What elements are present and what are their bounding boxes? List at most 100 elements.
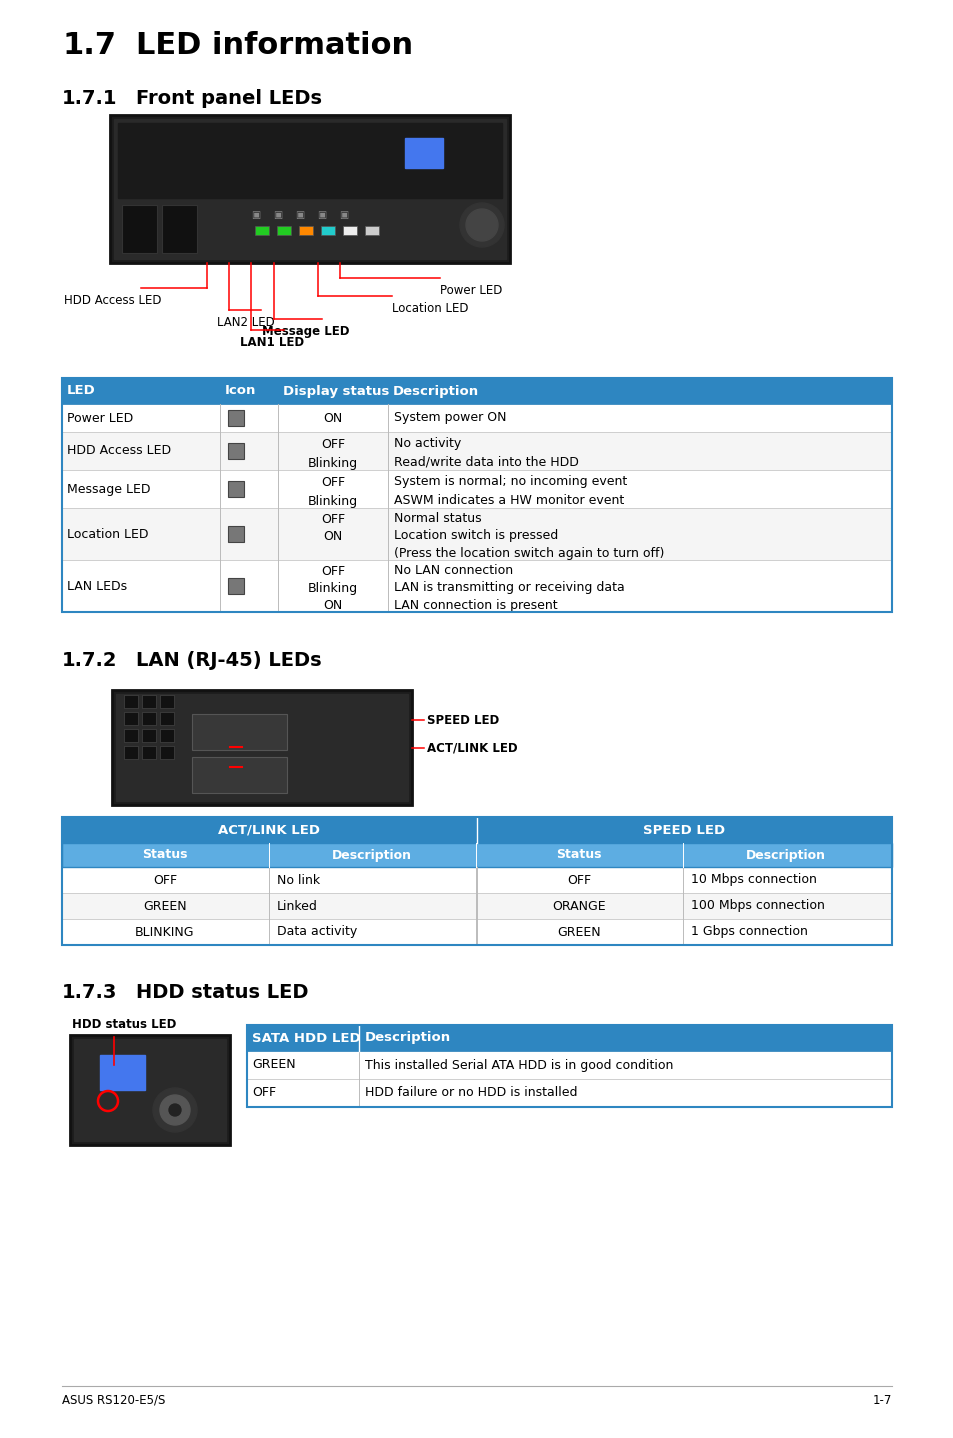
Bar <box>124 712 138 725</box>
Text: Message LED: Message LED <box>262 325 349 338</box>
Bar <box>124 746 138 759</box>
Text: Read/write data into the HDD: Read/write data into the HDD <box>394 456 578 469</box>
Text: 1 Gbps connection: 1 Gbps connection <box>690 926 807 939</box>
Text: ASWM indicates a HW monitor event: ASWM indicates a HW monitor event <box>394 493 623 508</box>
Bar <box>62 817 891 843</box>
Bar <box>142 695 156 707</box>
Text: HDD Access LED: HDD Access LED <box>64 293 161 306</box>
Text: Power LED: Power LED <box>67 411 133 424</box>
Bar <box>276 226 291 234</box>
Text: Normal status: Normal status <box>394 512 481 525</box>
Text: OFF: OFF <box>320 513 345 526</box>
Bar <box>62 378 891 613</box>
Text: Description: Description <box>745 848 825 861</box>
Bar <box>62 508 891 559</box>
Text: Location switch is pressed: Location switch is pressed <box>394 529 558 542</box>
Bar <box>247 1051 891 1078</box>
Text: 1.7.3: 1.7.3 <box>62 984 117 1002</box>
Bar <box>62 378 891 404</box>
Text: SPEED LED: SPEED LED <box>642 824 724 837</box>
Text: OFF: OFF <box>320 437 345 452</box>
Text: 1.7.1: 1.7.1 <box>62 89 117 108</box>
Bar <box>142 746 156 759</box>
Text: 1-7: 1-7 <box>872 1393 891 1406</box>
Text: ASUS RS120-E5/S: ASUS RS120-E5/S <box>62 1393 165 1406</box>
Text: System is normal; no incoming event: System is normal; no incoming event <box>394 475 626 487</box>
Circle shape <box>169 1104 181 1116</box>
Bar <box>124 695 138 707</box>
Text: BLINKING: BLINKING <box>135 926 194 939</box>
Text: Display status: Display status <box>283 384 389 397</box>
Bar <box>228 526 244 542</box>
Bar <box>62 559 891 613</box>
Text: Description: Description <box>365 1031 451 1044</box>
Text: Power LED: Power LED <box>439 283 502 296</box>
Text: OFF: OFF <box>320 476 345 489</box>
Bar <box>298 226 313 234</box>
Bar <box>142 729 156 742</box>
Circle shape <box>459 203 503 247</box>
Bar <box>247 1025 891 1107</box>
Text: ▣: ▣ <box>251 210 260 220</box>
Bar <box>228 410 244 426</box>
Bar <box>228 578 244 594</box>
Bar <box>254 226 269 234</box>
Bar <box>192 756 287 792</box>
Circle shape <box>160 1094 190 1125</box>
Text: Description: Description <box>332 848 412 861</box>
Text: LED: LED <box>67 384 95 397</box>
Text: Blinking: Blinking <box>308 457 357 470</box>
Bar <box>62 843 891 867</box>
Text: Message LED: Message LED <box>67 483 151 496</box>
Text: HDD failure or no HDD is installed: HDD failure or no HDD is installed <box>365 1087 577 1100</box>
Text: ON: ON <box>323 600 342 613</box>
Text: GREEN: GREEN <box>557 926 600 939</box>
Bar <box>247 1078 891 1107</box>
Text: LAN (RJ-45) LEDs: LAN (RJ-45) LEDs <box>136 650 321 670</box>
Bar <box>62 893 891 919</box>
Text: 1.7: 1.7 <box>62 30 116 59</box>
Text: GREEN: GREEN <box>143 900 187 913</box>
Text: 1.7.2: 1.7.2 <box>62 650 117 670</box>
Text: HDD status LED: HDD status LED <box>136 984 308 1002</box>
Circle shape <box>465 209 497 242</box>
Bar <box>74 1040 226 1140</box>
Text: ORANGE: ORANGE <box>552 900 605 913</box>
Text: ▣: ▣ <box>294 210 304 220</box>
Bar <box>112 690 412 805</box>
Bar <box>192 715 287 751</box>
Bar <box>113 119 505 259</box>
Text: ▣: ▣ <box>338 210 348 220</box>
Bar <box>100 1055 145 1090</box>
Text: Location LED: Location LED <box>67 528 149 541</box>
Bar <box>162 206 196 253</box>
Text: OFF: OFF <box>252 1087 275 1100</box>
Text: Description: Description <box>393 384 478 397</box>
Text: SPEED LED: SPEED LED <box>427 713 498 726</box>
Bar <box>405 138 442 168</box>
Bar <box>62 867 891 893</box>
Text: Blinking: Blinking <box>308 582 357 595</box>
Bar <box>110 115 510 263</box>
Text: GREEN: GREEN <box>252 1058 295 1071</box>
Text: Location LED: Location LED <box>392 302 468 315</box>
Text: LED information: LED information <box>136 30 413 59</box>
Bar <box>70 1035 230 1145</box>
Text: SATA HDD LED: SATA HDD LED <box>252 1031 360 1044</box>
Text: OFF: OFF <box>320 565 345 578</box>
Text: ON: ON <box>323 411 342 424</box>
Text: LAN1 LED: LAN1 LED <box>240 335 304 348</box>
Text: 100 Mbps connection: 100 Mbps connection <box>690 900 824 913</box>
Bar <box>160 695 173 707</box>
Bar <box>343 226 356 234</box>
Bar <box>62 470 891 508</box>
Bar <box>228 480 244 498</box>
Text: Status: Status <box>556 848 601 861</box>
Text: OFF: OFF <box>152 873 177 886</box>
Bar <box>118 124 501 198</box>
Text: ON: ON <box>323 531 342 544</box>
Bar <box>62 817 891 945</box>
Bar <box>142 712 156 725</box>
Text: LAN2 LED: LAN2 LED <box>216 315 274 328</box>
Text: Blinking: Blinking <box>308 495 357 508</box>
